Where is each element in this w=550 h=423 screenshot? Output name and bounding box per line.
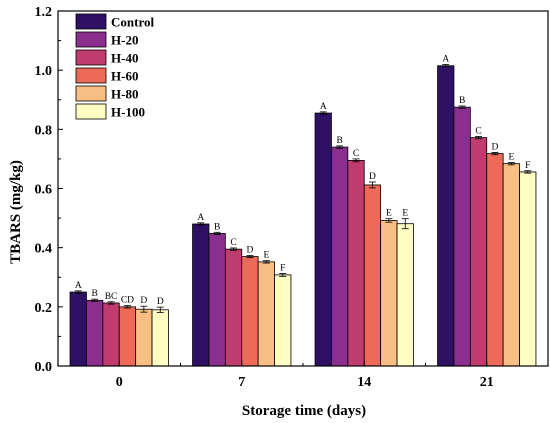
significance-label: D xyxy=(140,296,147,306)
significance-label: E xyxy=(386,209,392,219)
bar xyxy=(396,223,414,367)
bar xyxy=(363,184,382,367)
significance-label: C xyxy=(230,238,236,248)
y-tick-label: 0.6 xyxy=(35,183,53,198)
bar xyxy=(314,112,332,367)
significance-label: C xyxy=(475,126,481,136)
legend-swatch xyxy=(75,103,107,120)
bar xyxy=(380,220,398,367)
significance-label: C xyxy=(353,149,359,159)
x-tick-label: 14 xyxy=(357,375,371,390)
significance-label: A xyxy=(75,281,82,291)
significance-label: E xyxy=(402,209,408,219)
x-axis-title: Storage time (days) xyxy=(242,403,366,419)
x-tick-label: 21 xyxy=(480,375,494,390)
x-tick-label: 7 xyxy=(238,375,245,390)
significance-label: A xyxy=(442,55,449,65)
bar xyxy=(486,153,504,367)
bar xyxy=(69,291,87,367)
legend-label: Control xyxy=(111,15,154,30)
y-tick-label: 1.2 xyxy=(35,5,53,20)
bar xyxy=(331,146,349,367)
axes-layer: 0.0 0.2 0.4 0.6 0.8 1.0 1.2 0 7 14 21 xyxy=(35,5,494,390)
bar xyxy=(519,171,537,367)
significance-label: D xyxy=(247,245,254,255)
bar xyxy=(118,306,137,367)
bar xyxy=(102,302,120,367)
significance-label: B xyxy=(91,289,97,299)
bar xyxy=(257,261,275,367)
legend-swatch xyxy=(75,49,107,66)
significance-label: F xyxy=(525,161,530,171)
legend-swatch xyxy=(75,85,107,102)
y-tick-label: 0.4 xyxy=(35,242,53,257)
legend-label: H-80 xyxy=(111,87,138,102)
bar xyxy=(151,309,169,367)
significance-label: A xyxy=(320,102,327,112)
significance-label: B xyxy=(214,222,220,232)
legend-swatch xyxy=(75,67,107,84)
significance-label: CD xyxy=(121,296,134,306)
y-tick-label: 0.2 xyxy=(35,301,53,316)
y-tick-label: 1.0 xyxy=(35,64,53,79)
legend-label: H-100 xyxy=(111,105,145,120)
y-tick-label: 0.0 xyxy=(35,360,53,375)
significance-label: D xyxy=(369,172,376,182)
bar xyxy=(453,106,471,367)
y-tick-label: 0.8 xyxy=(35,123,53,138)
significance-label: A xyxy=(197,213,204,223)
significance-label: B xyxy=(336,136,342,146)
x-tick-label: 0 xyxy=(116,375,123,390)
significance-label: F xyxy=(280,263,285,273)
bar xyxy=(208,233,226,367)
bar xyxy=(135,308,153,367)
significance-label: E xyxy=(508,152,514,162)
bar xyxy=(241,256,259,367)
legend-label: H-40 xyxy=(111,51,138,66)
significance-label: B xyxy=(459,96,465,106)
significance-label: D xyxy=(157,297,164,307)
significance-label: E xyxy=(263,251,269,261)
significance-label: BC xyxy=(105,292,118,302)
legend: Control H-20 H-40 H-60 H-80 H-100 xyxy=(75,13,154,120)
legend-label: H-20 xyxy=(111,33,138,48)
bar xyxy=(502,163,520,367)
y-axis-title: TBARS (mg/kg) xyxy=(8,160,24,264)
bar xyxy=(192,223,210,367)
legend-swatch xyxy=(75,13,107,30)
bar xyxy=(86,299,104,367)
bar xyxy=(274,274,292,367)
bar xyxy=(347,159,365,367)
bar xyxy=(437,65,455,367)
bar xyxy=(469,137,488,367)
legend-swatch xyxy=(75,31,107,48)
significance-label: D xyxy=(492,142,499,152)
legend-label: H-60 xyxy=(111,69,138,84)
bar xyxy=(224,248,243,367)
